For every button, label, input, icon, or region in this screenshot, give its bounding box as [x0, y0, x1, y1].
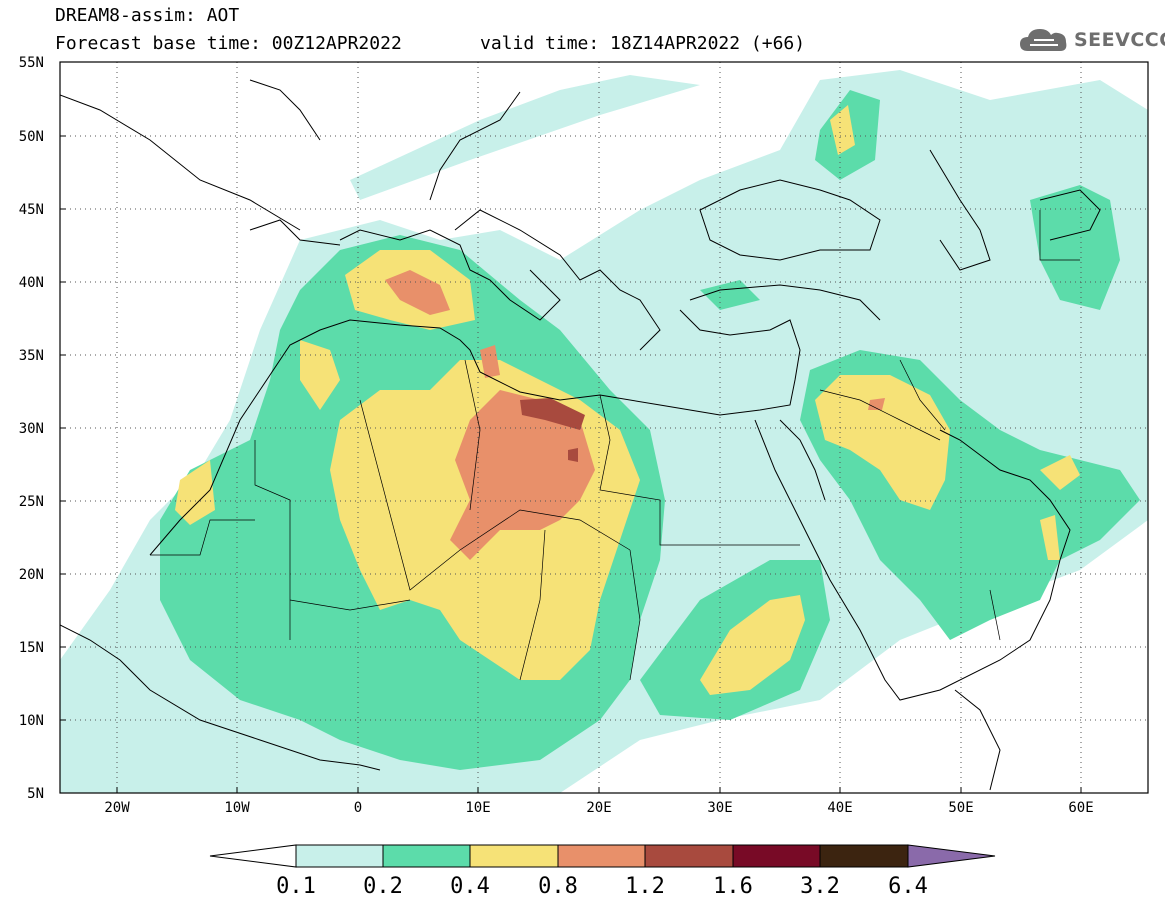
colorbar-swatch [907, 844, 996, 868]
lat-label: 55N [19, 55, 44, 71]
colorbar-label: 3.2 [800, 874, 840, 899]
colorbar-swatch [382, 844, 471, 868]
lon-label: 50E [948, 800, 973, 816]
colorbar-swatch [557, 844, 646, 868]
lon-label: 20W [104, 800, 130, 816]
logo-text: SEEVCCC [1074, 29, 1165, 51]
tick-marks [60, 135, 1082, 793]
lon-label: 40E [827, 800, 852, 816]
coastlines [60, 79, 1101, 791]
colorbar-label: 0.8 [538, 874, 578, 899]
colorbar-label: 1.6 [713, 874, 753, 899]
aot-field [60, 62, 1148, 793]
colorbar-swatch [732, 844, 821, 868]
lat-label: 20N [19, 567, 44, 583]
valid-time: valid time: 18Z14APR2022 (+66) [480, 33, 806, 54]
lat-label: 30N [19, 421, 44, 437]
lon-label: 10E [465, 800, 490, 816]
colorbar-label: 6.4 [888, 874, 928, 899]
seevccc-logo: SEEVCCC [1018, 22, 1165, 58]
colorbar-swatch [295, 844, 384, 868]
lat-label: 5N [27, 786, 44, 802]
colorbar-label: 0.2 [363, 874, 403, 899]
lat-label: 45N [19, 202, 44, 218]
colorbar-labels: 0.1 0.2 0.4 0.8 1.2 1.6 3.2 6.4 [276, 874, 928, 899]
colorbar-swatch [469, 844, 559, 868]
colorbar-label: 0.4 [450, 874, 490, 899]
lat-label: 40N [19, 275, 44, 291]
lon-label: 30E [707, 800, 732, 816]
lat-label: 35N [19, 348, 44, 364]
lon-label: 60E [1068, 800, 1093, 816]
lat-label: 25N [19, 494, 44, 510]
lon-label: 10W [224, 800, 250, 816]
lat-label: 15N [19, 640, 44, 656]
colorbar-label: 1.2 [625, 874, 665, 899]
colorbar-swatch [644, 844, 734, 868]
colorbar-swatch [209, 844, 297, 868]
colorbar [209, 844, 996, 868]
lat-labels: 55N 50N 45N 40N 35N 30N 25N 20N 15N 10N … [19, 55, 44, 802]
lon-label: 20E [586, 800, 611, 816]
lat-label: 10N [19, 713, 44, 729]
lon-label: 0 [354, 800, 362, 816]
colorbar-swatch [819, 844, 909, 868]
map-title: DREAM8-assim: AOT [55, 5, 240, 26]
colorbar-label: 0.1 [276, 874, 316, 899]
cloud-icon [1020, 29, 1067, 51]
borders [150, 210, 1080, 681]
forecast-base-time: Forecast base time: 00Z12APR2022 [55, 33, 402, 54]
lat-label: 50N [19, 129, 44, 145]
lon-labels: 20W 10W 0 10E 20E 30E 40E 50E 60E [104, 800, 1093, 816]
